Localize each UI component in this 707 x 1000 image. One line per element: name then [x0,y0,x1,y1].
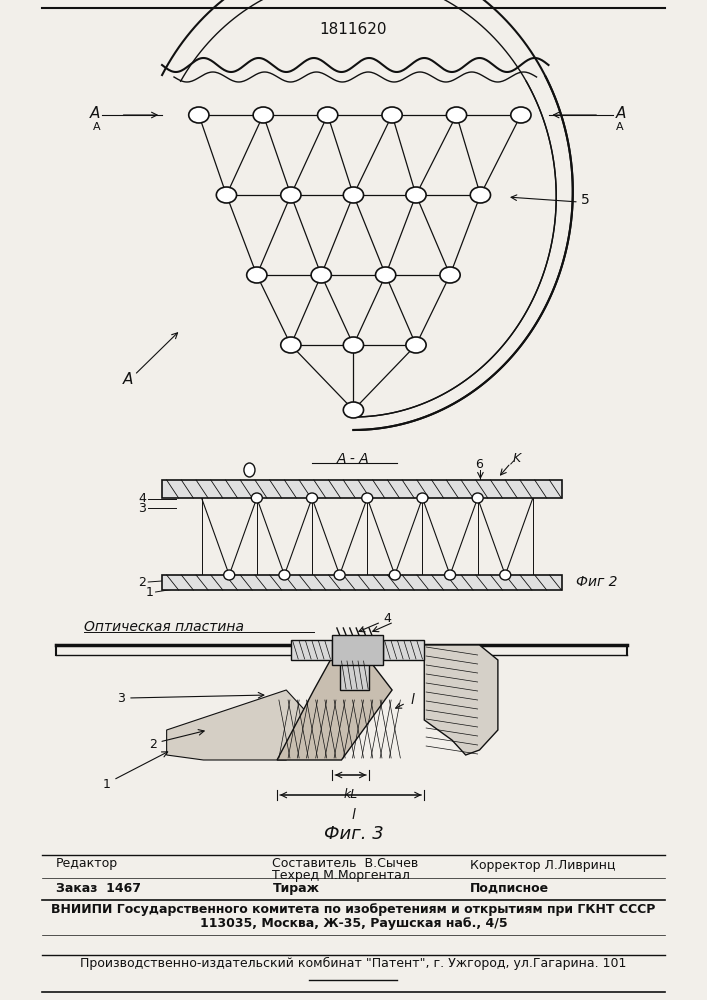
Polygon shape [167,690,314,760]
Text: 1: 1 [146,585,153,598]
Ellipse shape [344,187,363,203]
Text: Редактор: Редактор [57,857,118,870]
Bar [383,640,424,660]
Text: 1: 1 [103,778,111,790]
Ellipse shape [247,267,267,283]
Ellipse shape [281,187,301,203]
Text: 113035, Москва, Ж-35, Раушская наб., 4/5: 113035, Москва, Ж-35, Раушская наб., 4/5 [199,917,507,930]
Text: Тираж: Тираж [272,882,320,895]
Text: Техред М.Моргентал: Техред М.Моргентал [272,869,410,882]
Ellipse shape [344,402,363,418]
Bar [291,640,332,660]
Text: A: A [616,122,624,132]
Ellipse shape [470,187,491,203]
Ellipse shape [510,107,531,123]
Text: 1811620: 1811620 [320,22,387,37]
Text: Подписное: Подписное [470,882,549,895]
Text: l: l [411,693,414,707]
Bar [332,635,383,665]
Bar [162,575,562,590]
Text: Заказ  1467: Заказ 1467 [57,882,141,895]
Text: K: K [512,452,520,464]
Ellipse shape [390,570,400,580]
Ellipse shape [251,493,262,503]
Ellipse shape [344,337,363,353]
Ellipse shape [440,267,460,283]
Ellipse shape [253,107,274,123]
Ellipse shape [362,493,373,503]
Ellipse shape [281,337,301,353]
Text: A: A [123,372,133,387]
Text: 3: 3 [139,502,146,514]
Text: A: A [616,105,626,120]
Ellipse shape [223,570,235,580]
Ellipse shape [279,570,290,580]
Text: Фиг 2: Фиг 2 [576,575,618,589]
Bar [162,480,562,498]
Ellipse shape [417,493,428,503]
Ellipse shape [445,570,455,580]
Ellipse shape [406,187,426,203]
Text: 4: 4 [139,492,146,506]
Text: Фиг. 3: Фиг. 3 [324,825,383,843]
Ellipse shape [334,570,345,580]
Ellipse shape [189,107,209,123]
Text: kL: kL [344,788,358,801]
Text: A: A [93,122,100,132]
Polygon shape [277,660,392,760]
Bar [339,660,369,690]
Text: 3: 3 [117,692,124,704]
Text: 4: 4 [383,611,392,624]
Ellipse shape [317,107,338,123]
Text: Корректор Л.Ливринц: Корректор Л.Ливринц [470,859,616,872]
Text: Производственно-издательский комбинат "Патент", г. Ужгород, ул.Гагарина. 101: Производственно-издательский комбинат "П… [80,957,626,970]
Ellipse shape [500,570,510,580]
Polygon shape [424,645,498,755]
Text: A: A [90,105,100,120]
Text: 5: 5 [580,193,590,207]
Text: A - A: A - A [337,452,370,466]
Ellipse shape [311,267,332,283]
Ellipse shape [307,493,317,503]
Text: 6: 6 [476,458,484,472]
Text: l: l [351,808,356,822]
Text: 2: 2 [139,576,146,588]
Ellipse shape [382,107,402,123]
Ellipse shape [406,337,426,353]
Text: Оптическая пластина: Оптическая пластина [84,620,244,634]
Text: ВНИИПИ Государственного комитета по изобретениям и открытиям при ГКНТ СССР: ВНИИПИ Государственного комитета по изоб… [51,903,655,916]
Ellipse shape [244,463,255,477]
Text: Составитель  В.Сычев: Составитель В.Сычев [272,857,419,870]
Ellipse shape [446,107,467,123]
Ellipse shape [216,187,237,203]
Ellipse shape [375,267,396,283]
Text: 2: 2 [149,738,157,752]
Ellipse shape [472,493,483,503]
